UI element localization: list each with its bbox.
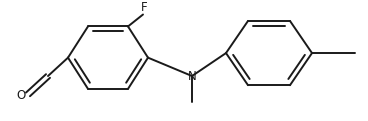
Text: O: O xyxy=(17,89,26,102)
Text: F: F xyxy=(141,1,147,14)
Text: N: N xyxy=(188,70,197,83)
